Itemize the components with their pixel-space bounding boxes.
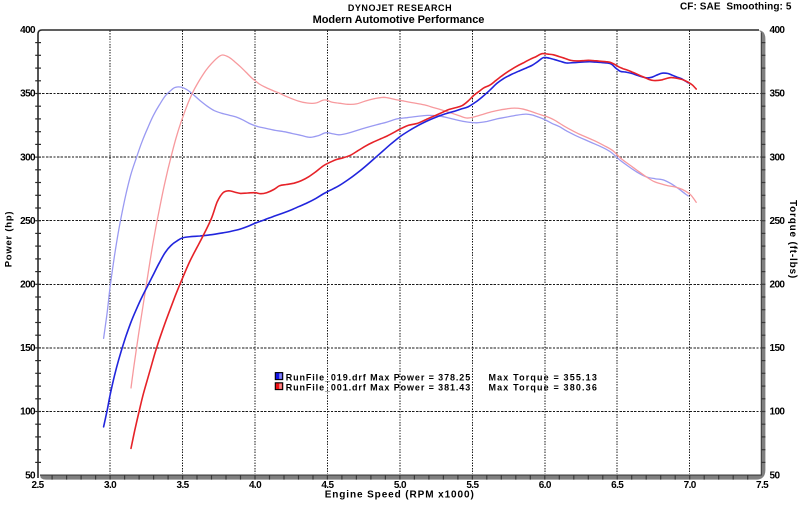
- svg-text:2.5: 2.5: [32, 480, 45, 491]
- svg-text:300: 300: [20, 152, 36, 163]
- svg-text:300: 300: [770, 152, 786, 163]
- svg-text:Power (hp): Power (hp): [4, 211, 15, 268]
- svg-text:Engine Speed (RPM x1000): Engine Speed (RPM x1000): [325, 490, 475, 501]
- svg-text:3.0: 3.0: [104, 480, 117, 491]
- svg-text:200: 200: [20, 280, 36, 291]
- svg-text:Torque (ft-lbs): Torque (ft-lbs): [787, 200, 798, 279]
- svg-text:50: 50: [770, 470, 781, 481]
- svg-text:150: 150: [770, 343, 786, 354]
- svg-text:3.5: 3.5: [177, 480, 190, 491]
- svg-text:150: 150: [20, 343, 36, 354]
- svg-text:6.5: 6.5: [611, 480, 624, 491]
- svg-text:6.0: 6.0: [539, 480, 552, 491]
- svg-text:Modern Automotive Performance: Modern Automotive Performance: [313, 14, 485, 26]
- svg-text:400: 400: [770, 25, 786, 36]
- svg-text:200: 200: [770, 280, 786, 291]
- svg-text:Max Torque = 380.36: Max Torque = 380.36: [489, 383, 598, 393]
- svg-text:CF: SAE Smoothing: 5: CF: SAE Smoothing: 5: [680, 2, 792, 13]
- svg-text:100: 100: [770, 407, 786, 418]
- svg-text:RunFile_019.drf Max Power = 37: RunFile_019.drf Max Power = 378.25: [286, 372, 471, 382]
- svg-text:250: 250: [770, 216, 786, 227]
- svg-text:7.5: 7.5: [756, 480, 769, 491]
- svg-text:7.0: 7.0: [684, 480, 697, 491]
- svg-text:250: 250: [20, 216, 36, 227]
- svg-text:4.5: 4.5: [321, 480, 334, 491]
- svg-text:350: 350: [20, 89, 36, 100]
- svg-text:50: 50: [25, 470, 36, 481]
- svg-text:400: 400: [20, 25, 36, 36]
- svg-text:5.0: 5.0: [394, 480, 407, 491]
- svg-text:DYNOJET RESEARCH: DYNOJET RESEARCH: [348, 3, 452, 13]
- svg-text:4.0: 4.0: [249, 480, 262, 491]
- svg-text:5.5: 5.5: [466, 480, 479, 491]
- svg-text:RunFile_001.drf Max Power = 38: RunFile_001.drf Max Power = 381.43: [286, 383, 471, 393]
- svg-text:Max Torque = 355.13: Max Torque = 355.13: [489, 372, 598, 382]
- svg-text:350: 350: [770, 89, 786, 100]
- svg-text:100: 100: [20, 407, 36, 418]
